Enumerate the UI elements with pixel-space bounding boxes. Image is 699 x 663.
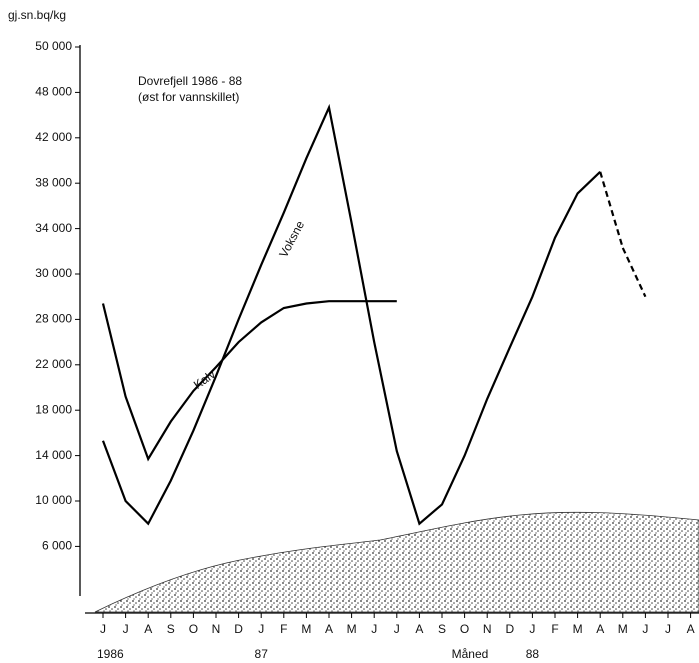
y-tick-label: 22 000	[35, 357, 72, 371]
y-tick-label: 6 000	[42, 539, 72, 553]
x-tick-label: O	[460, 622, 469, 636]
x-tick-label: J	[394, 622, 400, 636]
x-tick-label: J	[529, 622, 535, 636]
series-line	[623, 248, 646, 297]
ground-illustration	[95, 512, 699, 612]
dash-join	[600, 172, 623, 248]
chart-subtitle: (øst for vannskillet)	[138, 90, 239, 104]
year-label: 1986	[97, 647, 124, 661]
y-tick-label: 34 000	[35, 221, 72, 235]
x-tick-label: J	[123, 622, 129, 636]
x-tick-label: F	[280, 622, 287, 636]
x-tick-label: D	[505, 622, 514, 636]
x-tick-label: J	[642, 622, 648, 636]
x-tick-label: N	[212, 622, 221, 636]
x-tick-label: A	[325, 622, 333, 636]
x-tick-label: M	[301, 622, 311, 636]
y-axis-title: gj.sn.bq/kg	[8, 8, 66, 22]
y-tick-label: 18 000	[35, 402, 72, 416]
x-tick-label: J	[371, 622, 377, 636]
y-tick-label: 50 000	[35, 39, 72, 53]
x-tick-label: M	[618, 622, 628, 636]
x-tick-label: S	[438, 622, 446, 636]
x-tick-label: D	[234, 622, 243, 636]
series-label: Voksne	[276, 218, 307, 260]
y-tick-label: 42 000	[35, 130, 72, 144]
y-tick-label: 48 000	[35, 85, 72, 99]
series-line	[103, 108, 600, 524]
y-tick-label: 10 000	[35, 493, 72, 507]
x-tick-label: J	[665, 622, 671, 636]
chart: gj.sn.bq/kg Dovrefjell 1986 - 88 (øst fo…	[0, 0, 699, 663]
x-tick-label: J	[258, 622, 264, 636]
y-tick-label: 30 000	[35, 266, 72, 280]
series-line	[103, 301, 397, 459]
chart-title: Dovrefjell 1986 - 88	[138, 74, 242, 88]
x-tick-label: N	[483, 622, 492, 636]
x-tick-label: J	[100, 622, 106, 636]
year-label: 88	[526, 647, 540, 661]
y-tick-label: 28 000	[35, 312, 72, 326]
year-label: 87	[255, 647, 269, 661]
x-tick-label: A	[687, 622, 695, 636]
x-tick-label: M	[573, 622, 583, 636]
x-tick-label: M	[347, 622, 357, 636]
x-tick-label: A	[144, 622, 152, 636]
x-axis-title: Måned	[452, 647, 489, 661]
x-tick-label: A	[415, 622, 423, 636]
y-tick-label: 38 000	[35, 175, 72, 189]
x-tick-label: F	[551, 622, 558, 636]
y-tick-label: 14 000	[35, 448, 72, 462]
x-tick-label: O	[189, 622, 198, 636]
x-tick-label: A	[596, 622, 604, 636]
x-tick-label: S	[167, 622, 175, 636]
